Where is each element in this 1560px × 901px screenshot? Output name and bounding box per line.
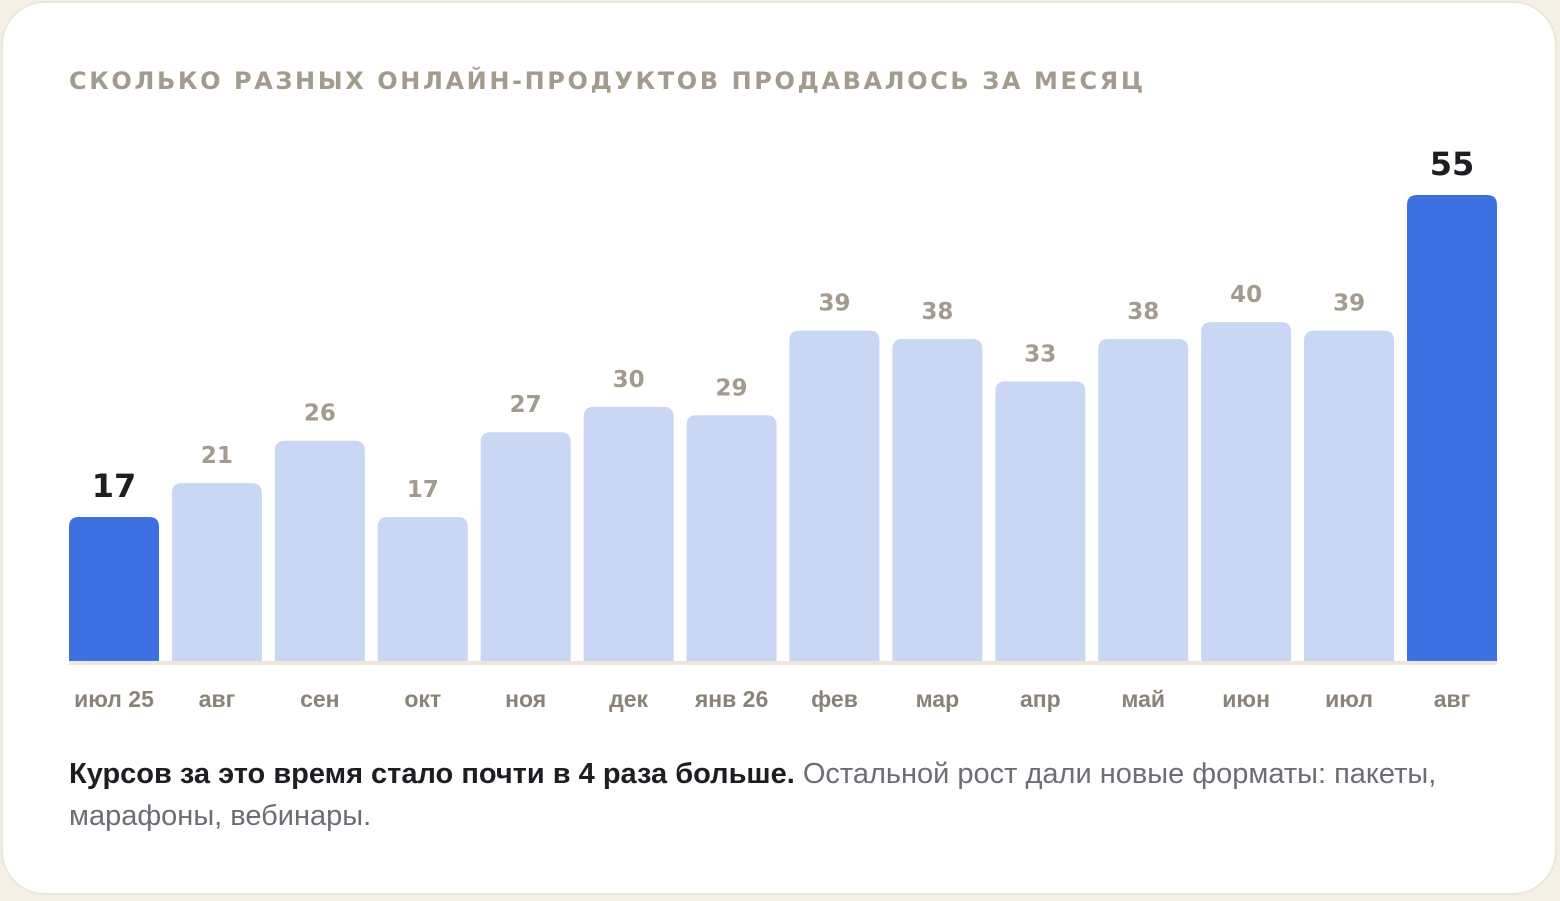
- value-label-7: 29: [716, 375, 748, 401]
- category-label-2: авг: [199, 686, 236, 712]
- caption-highlight: Курсов за это время стало почти в 4 раза…: [69, 758, 795, 790]
- baseline: [69, 661, 1497, 665]
- category-label-9: мар: [916, 686, 960, 712]
- category-label-6: дек: [609, 686, 648, 712]
- value-label-10: 33: [1024, 341, 1056, 367]
- value-label-5: 27: [510, 392, 542, 418]
- category-labels-group: июл 25 авг сен окт ноя дек янв 26 фев мар апр май и…: [74, 686, 1470, 712]
- bar-11: [1098, 339, 1189, 661]
- category-label-14: авг: [1434, 686, 1471, 712]
- bar-9: [892, 339, 983, 661]
- bars-group: [69, 195, 1497, 661]
- bar-2: [171, 483, 262, 661]
- value-label-3: 26: [304, 401, 336, 427]
- value-label-13: 39: [1333, 291, 1365, 317]
- caption: Курсов за это время стало почти в 4 раза…: [69, 753, 1449, 837]
- bar-7: [686, 415, 777, 661]
- bar-1: [69, 516, 159, 661]
- bar-4: [377, 516, 468, 661]
- bar-8: [789, 330, 880, 661]
- value-labels-group: 17 21 26 17 27 30 29 39 38 33 38 40 39 55: [92, 145, 1475, 505]
- bar-10: [995, 381, 1086, 661]
- category-label-1: июл 25: [74, 686, 154, 712]
- value-label-9: 38: [921, 299, 953, 325]
- bar-chart: 17 21 26 17 27 30 29 39 38 33 38 40 39 55 июл 25 авг се…: [69, 145, 1497, 712]
- bar-14: [1407, 195, 1497, 661]
- category-label-8: фев: [811, 686, 858, 712]
- bar-12: [1201, 322, 1292, 661]
- category-label-3: сен: [300, 686, 339, 712]
- bar-6: [583, 406, 674, 661]
- caption-rest: Остальной рост дали новые форматы: пакет…: [69, 758, 1437, 832]
- chart-title: СКОЛЬКО РАЗНЫХ ОНЛАЙН-ПРОДУКТОВ ПРОДАВАЛ…: [69, 67, 1146, 95]
- value-label-1: 17: [92, 467, 137, 505]
- category-label-10: апр: [1020, 686, 1061, 712]
- category-label-5: ноя: [505, 686, 546, 712]
- bar-3: [274, 440, 365, 661]
- category-label-4: окт: [404, 686, 441, 712]
- value-label-14: 55: [1430, 145, 1475, 183]
- category-label-13: июл: [1325, 686, 1373, 712]
- bar-5: [480, 432, 571, 661]
- value-label-12: 40: [1230, 282, 1262, 308]
- category-label-12: июн: [1222, 686, 1270, 712]
- bar-13: [1304, 330, 1395, 661]
- category-label-11: май: [1121, 686, 1165, 712]
- value-label-2: 21: [201, 443, 233, 469]
- category-label-7: янв 26: [694, 686, 768, 712]
- value-label-11: 38: [1127, 299, 1159, 325]
- value-label-6: 30: [613, 367, 645, 393]
- value-label-8: 39: [818, 291, 850, 317]
- value-label-4: 17: [407, 477, 439, 503]
